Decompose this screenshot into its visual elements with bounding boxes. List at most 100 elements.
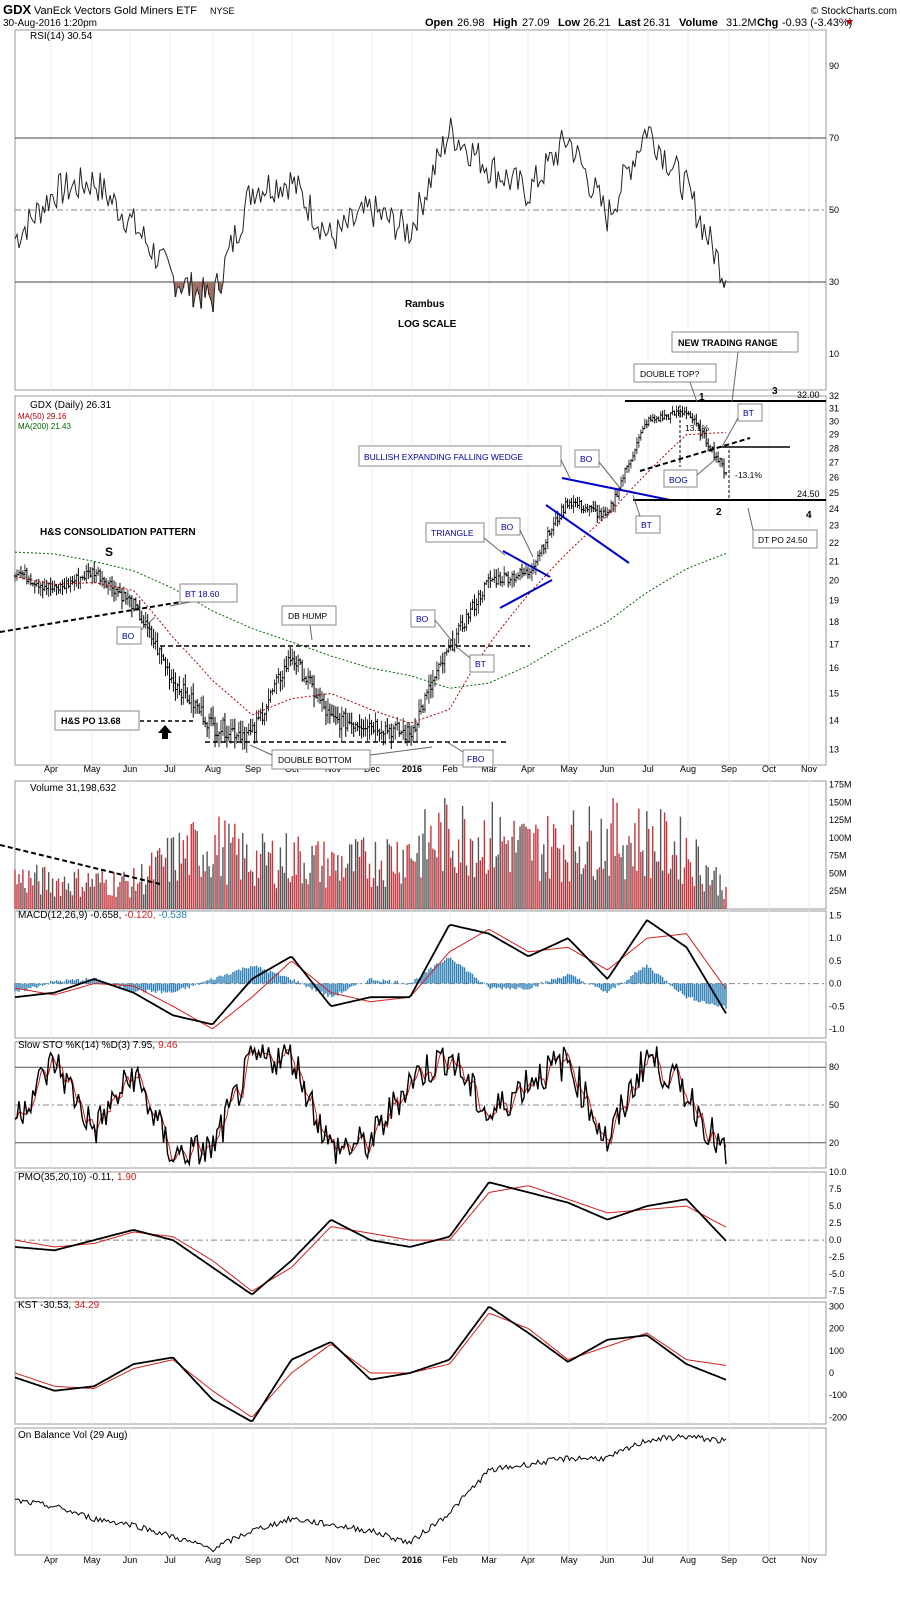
ma50-line xyxy=(14,432,727,724)
fbo-pointer xyxy=(446,741,464,753)
price-tick-label: 32 xyxy=(829,391,839,401)
bt-pointer-1 xyxy=(457,647,471,659)
month-tick-label: Nov xyxy=(325,1555,342,1565)
kst-panel xyxy=(14,1306,727,1422)
bog-label: BOG xyxy=(669,475,688,485)
month-tick-label: Oct xyxy=(285,1555,300,1565)
count-3-label: 3 xyxy=(772,386,778,397)
price-tick-label: 26 xyxy=(829,473,839,483)
wedge-label: BULLISH EXPANDING FALLING WEDGE xyxy=(364,452,523,462)
chg-label: Chg xyxy=(757,17,778,29)
month-tick-label: May xyxy=(560,764,578,774)
neckline xyxy=(0,597,206,633)
high-label: High xyxy=(493,17,518,29)
level-3200-label: 32.00 xyxy=(797,390,820,400)
kst-label: KST -30.53, 34.29 xyxy=(18,1300,100,1311)
axis-tick-labels: 90 70 50 30 10 32 31 30 29 28 27 26 25 24 23 22 21 20 19 18… xyxy=(829,61,852,1422)
double-bottom-label: DOUBLE BOTTOM xyxy=(278,755,352,765)
month-tick-label: Jun xyxy=(600,764,615,774)
double-top-pointer xyxy=(689,381,698,403)
double-bottom-pointer-left xyxy=(249,744,273,756)
triangle-lower xyxy=(499,579,553,609)
month-tick-label: Jul xyxy=(164,1555,176,1565)
wedge-lower xyxy=(545,504,630,564)
macd-tick-label: -1.0 xyxy=(829,1024,845,1034)
macd-tick-label: 1.5 xyxy=(829,911,842,921)
down-arrow-icon xyxy=(846,20,853,25)
pmo-tick-label: 10.0 xyxy=(829,1167,847,1177)
bt-label-2: BT xyxy=(641,520,652,530)
bo-label-3: BO xyxy=(501,522,514,532)
volume-panel xyxy=(0,798,727,909)
macd-line xyxy=(14,919,727,1026)
price-tick-label: 22 xyxy=(829,538,839,548)
kst-tick-label: 100 xyxy=(829,1346,844,1356)
price-tick-label: 14 xyxy=(829,716,839,726)
new-trading-range-box xyxy=(671,331,799,353)
month-tick-label: Apr xyxy=(521,764,535,774)
volume-trendline xyxy=(0,844,161,885)
month-tick-label: Apr xyxy=(521,1555,535,1565)
security-name: VanEck Vectors Gold Miners ETF xyxy=(34,5,197,17)
fbo-label: FBO xyxy=(467,754,485,764)
open-label: Open xyxy=(425,17,453,29)
price-label: GDX (Daily) 26.31 xyxy=(30,400,112,411)
sto-panel xyxy=(14,1044,826,1167)
month-tick-label: Nov xyxy=(801,764,818,774)
month-tick-label: May xyxy=(83,1555,101,1565)
sto-tick-label: 80 xyxy=(829,1062,839,1072)
last-value: 26.31 xyxy=(643,17,671,29)
bog-pointer xyxy=(696,456,719,476)
bt-pointer-3 xyxy=(721,417,739,448)
dt-po-pointer xyxy=(747,507,754,531)
month-tick-label: Feb xyxy=(442,764,458,774)
db-hump-pointer xyxy=(309,624,313,641)
month-tick-label: Dec xyxy=(364,1555,381,1565)
month-tick-label: May xyxy=(83,764,101,774)
pct-down-label: -13.1% xyxy=(735,470,762,480)
month-tick-label: Jun xyxy=(123,1555,138,1565)
wedge-pointer xyxy=(560,459,571,479)
obv-panel-frame xyxy=(14,1427,827,1556)
bo-box-2 xyxy=(410,609,436,628)
panel-labels: RSI(14) 30.54 GDX (Daily) 26.31 MA(50) 2… xyxy=(18,31,187,1441)
bo-pointer-4 xyxy=(598,461,621,489)
month-tick-label: Feb xyxy=(442,1555,458,1565)
chart-datetime: 30-Aug-2016 1:20pm xyxy=(3,18,97,29)
dt-po-box xyxy=(752,529,818,549)
ma200-line xyxy=(14,551,727,689)
month-tick-label: 2016 xyxy=(402,1555,422,1565)
month-tick-label: Sep xyxy=(245,764,261,774)
rising-trendline xyxy=(639,437,751,472)
bo-pointer-3 xyxy=(519,529,534,558)
rsi-tick-label: 90 xyxy=(829,61,839,71)
up-arrow-icon xyxy=(158,725,172,739)
exchange-label: NYSE xyxy=(210,6,235,16)
high-value: 27.09 xyxy=(522,17,550,29)
price-panel xyxy=(0,400,826,753)
price-tick-label: 28 xyxy=(829,443,839,453)
price-tick-label: 13 xyxy=(829,745,839,755)
chg-value: -0.93 (-3.43%) xyxy=(782,17,852,29)
macd-signal-line xyxy=(14,928,727,1030)
kst-line xyxy=(14,1306,727,1422)
shoulder-s-label: S xyxy=(105,545,113,559)
sto-label: Slow STO %K(14) %D(3) 7.95, 9.46 xyxy=(18,1040,178,1051)
month-tick-label: Jun xyxy=(123,764,138,774)
db-hump-box xyxy=(281,605,337,626)
double-top-box xyxy=(633,363,717,383)
month-tick-label: Sep xyxy=(245,1555,261,1565)
bog-box xyxy=(663,469,698,488)
pmo-tick-label: 7.5 xyxy=(829,1184,842,1194)
month-tick-label: Oct xyxy=(762,1555,777,1565)
volume-label: Volume 31,198,632 xyxy=(30,783,117,794)
price-tick-label: 24 xyxy=(829,504,839,514)
bt-label-3: BT xyxy=(743,408,754,418)
pmo-tick-label: 0.0 xyxy=(829,1235,842,1245)
month-tick-label: Aug xyxy=(205,764,221,774)
month-tick-label: Aug xyxy=(680,1555,696,1565)
month-tick-label: Apr xyxy=(44,764,58,774)
sto-d-line xyxy=(14,1048,727,1164)
volume-tick-label: 25M xyxy=(829,886,847,896)
ticker-symbol: GDX xyxy=(3,2,32,17)
